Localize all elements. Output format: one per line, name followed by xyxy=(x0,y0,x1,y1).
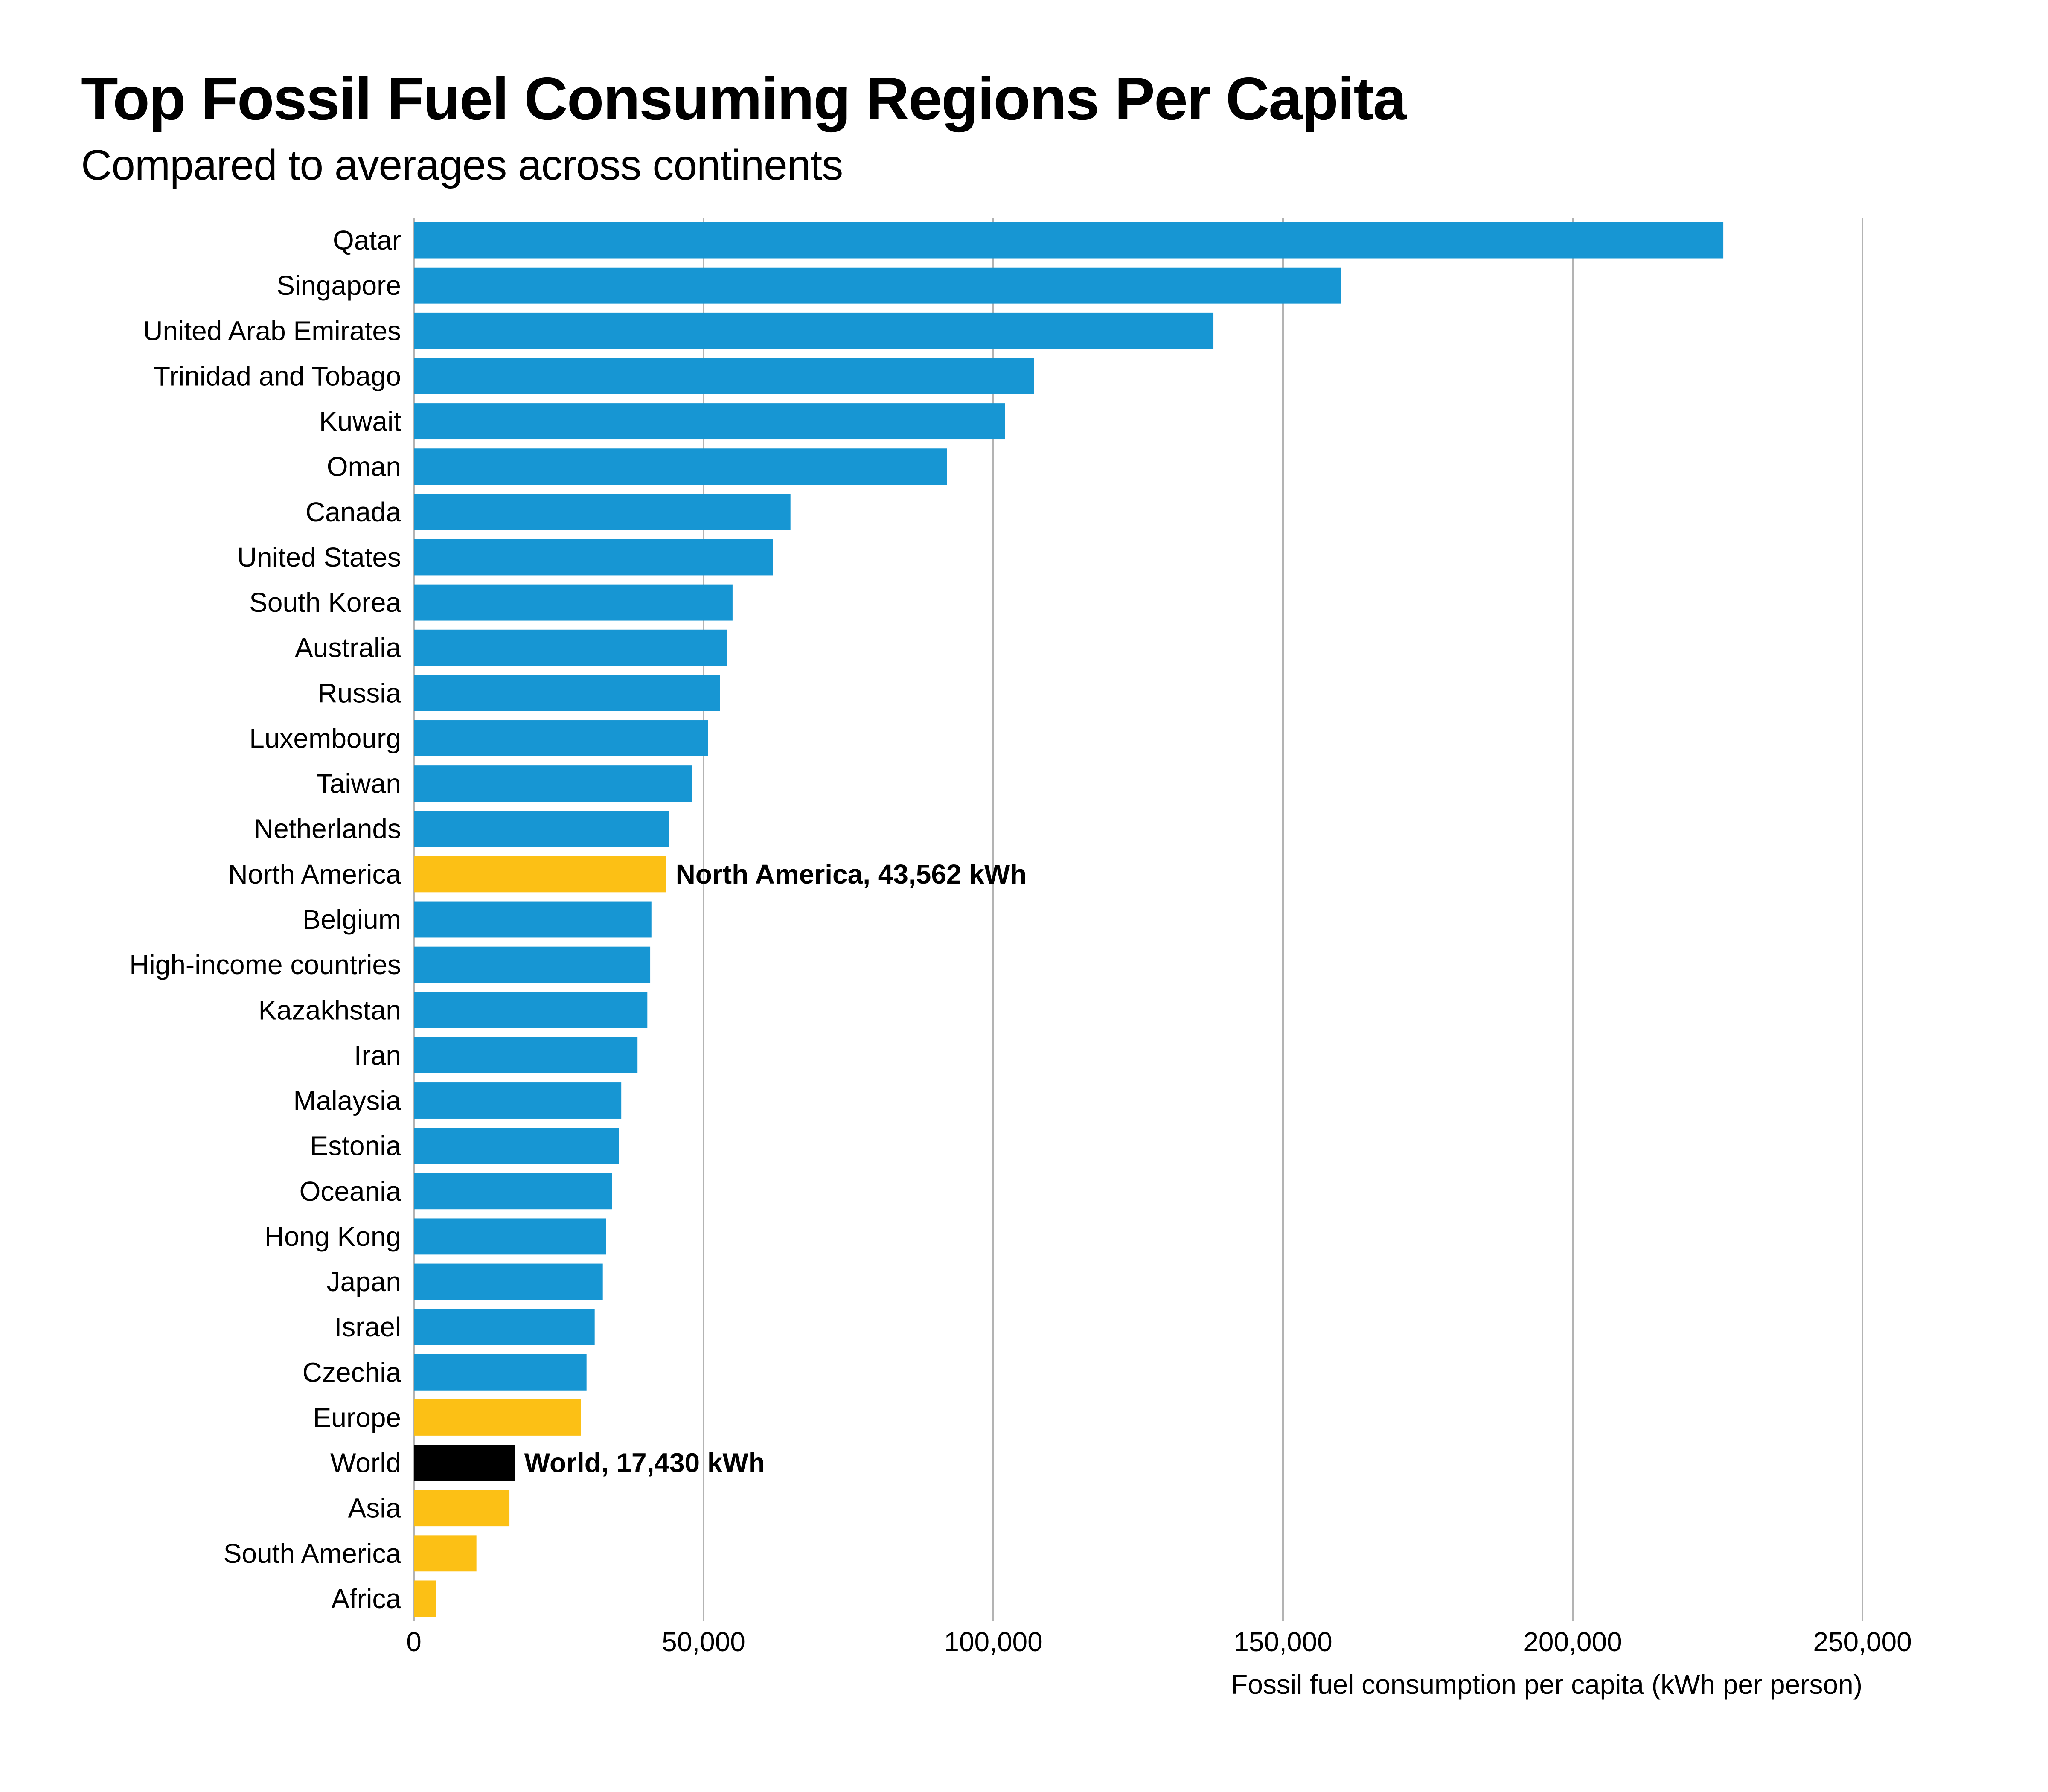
category-label-trinidad-and-tobago: Trinidad and Tobago xyxy=(154,361,401,391)
category-label-qatar: Qatar xyxy=(333,225,401,256)
category-label-russia: Russia xyxy=(317,678,401,708)
category-label-kazakhstan: Kazakhstan xyxy=(259,995,401,1025)
annotation-world: World, 17,430 kWh xyxy=(524,1448,765,1478)
chart-title: Top Fossil Fuel Consuming Regions Per Ca… xyxy=(81,65,1407,133)
bar-czechia xyxy=(414,1354,587,1391)
category-label-netherlands: Netherlands xyxy=(254,814,401,844)
bar-taiwan xyxy=(414,765,692,802)
bar-africa xyxy=(414,1580,436,1617)
bar-australia xyxy=(414,629,727,666)
bar-kazakhstan xyxy=(414,992,648,1028)
bar-hong-kong xyxy=(414,1218,606,1255)
category-label-estonia: Estonia xyxy=(310,1131,401,1161)
x-axis-ticks: 0 50,000 100,000 150,000 200,000 250,000 xyxy=(406,1626,1911,1657)
category-label-hong-kong: Hong Kong xyxy=(265,1221,401,1252)
bar-oceania xyxy=(414,1173,612,1210)
category-label-europe: Europe xyxy=(313,1402,401,1433)
annotations: North America, 43,562 kWh World, 17,430 k… xyxy=(524,859,1027,1478)
category-label-malaysia: Malaysia xyxy=(293,1085,401,1116)
bar-oman xyxy=(414,448,947,485)
bar-south-korea xyxy=(414,584,733,621)
bar-south-america xyxy=(414,1535,477,1572)
bar-world xyxy=(414,1445,515,1481)
category-label-asia: Asia xyxy=(348,1493,401,1524)
bar-high-income-countries xyxy=(414,946,651,983)
category-label-iran: Iran xyxy=(354,1040,401,1071)
category-label-oceania: Oceania xyxy=(300,1176,401,1207)
category-label-oman: Oman xyxy=(327,451,401,482)
x-axis-label: Fossil fuel consumption per capita (kWh … xyxy=(1231,1669,1862,1700)
bar-united-states xyxy=(414,539,773,576)
category-label-africa: Africa xyxy=(331,1583,401,1614)
bar-belgium xyxy=(414,901,652,938)
category-label-belgium: Belgium xyxy=(303,904,401,935)
category-label-united-arab-emirates: United Arab Emirates xyxy=(143,315,401,346)
category-label-united-states: United States xyxy=(237,542,401,573)
bars xyxy=(414,222,1724,1617)
category-label-high-income-countries: High-income countries xyxy=(129,949,401,980)
bar-qatar xyxy=(414,222,1724,259)
bar-luxembourg xyxy=(414,720,708,756)
category-label-north-america: North America xyxy=(228,859,401,890)
x-tick-label-200000: 200,000 xyxy=(1523,1626,1622,1657)
category-label-czechia: Czechia xyxy=(303,1357,401,1388)
bar-netherlands xyxy=(414,811,669,847)
category-label-australia: Australia xyxy=(295,632,401,663)
category-label-israel: Israel xyxy=(335,1312,401,1342)
category-label-luxembourg: Luxembourg xyxy=(249,723,401,753)
category-label-japan: Japan xyxy=(327,1266,401,1297)
bar-malaysia xyxy=(414,1082,622,1119)
category-label-kuwait: Kuwait xyxy=(319,406,401,437)
bar-asia xyxy=(414,1490,510,1527)
category-label-canada: Canada xyxy=(305,497,401,527)
bar-japan xyxy=(414,1263,603,1300)
bar-trinidad-and-tobago xyxy=(414,358,1034,394)
annotation-north-america: North America, 43,562 kWh xyxy=(676,859,1027,890)
x-tick-label-150000: 150,000 xyxy=(1233,1626,1332,1657)
bar-estonia xyxy=(414,1128,619,1164)
category-label-south-america: South America xyxy=(224,1538,401,1569)
chart-subtitle: Compared to averages across continents xyxy=(81,141,843,189)
bar-russia xyxy=(414,675,720,711)
category-labels: Qatar Singapore United Arab Emirates Trinid… xyxy=(129,225,401,1614)
x-tick-label-100000: 100,000 xyxy=(944,1626,1042,1657)
x-tick-label-50000: 50,000 xyxy=(662,1626,745,1657)
category-label-world: World xyxy=(330,1448,401,1478)
bar-north-america xyxy=(414,856,666,893)
x-tick-label-0: 0 xyxy=(406,1626,422,1657)
category-label-south-korea: South Korea xyxy=(249,587,401,618)
category-label-taiwan: Taiwan xyxy=(316,768,401,799)
bar-canada xyxy=(414,494,791,530)
bar-singapore xyxy=(414,267,1341,304)
bar-israel xyxy=(414,1309,595,1345)
bar-iran xyxy=(414,1037,638,1073)
bar-kuwait xyxy=(414,403,1005,440)
category-label-singapore: Singapore xyxy=(276,270,401,301)
x-tick-label-250000: 250,000 xyxy=(1813,1626,1911,1657)
bar-europe xyxy=(414,1399,581,1436)
bar-united-arab-emirates xyxy=(414,312,1214,349)
